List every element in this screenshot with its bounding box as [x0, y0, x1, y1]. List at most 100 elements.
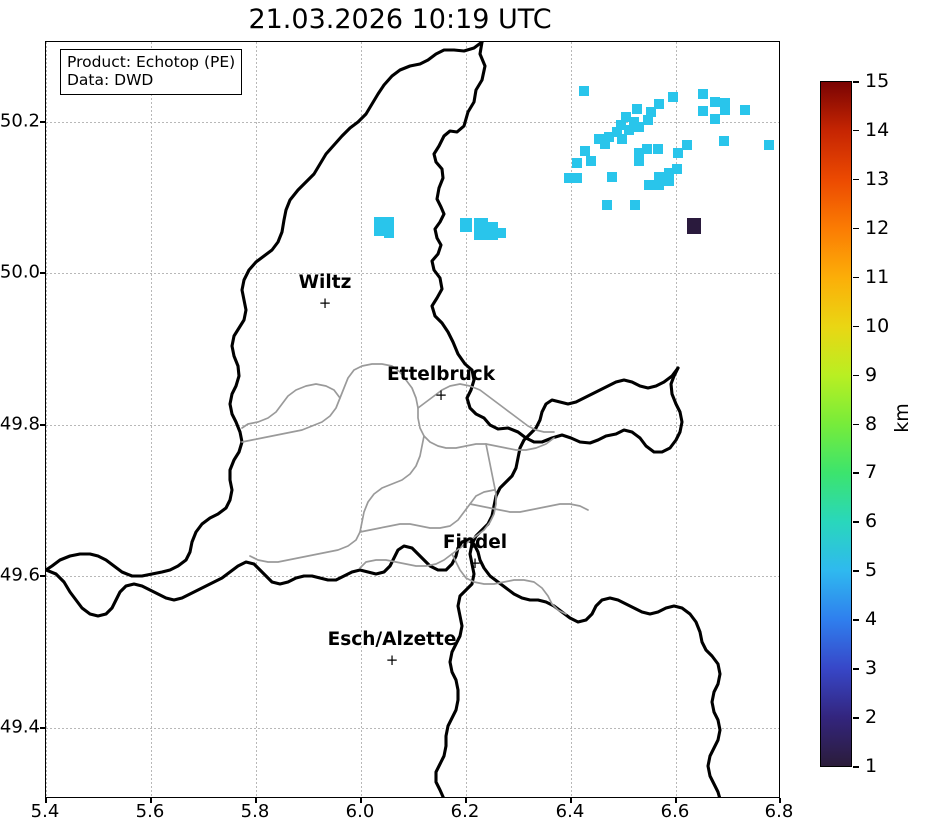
- colorbar-tick-mark: [853, 668, 859, 670]
- radar-echo-cell: [720, 98, 730, 108]
- radar-echo-cell: [572, 158, 582, 168]
- y-tick-label: 49.8: [0, 413, 40, 435]
- colorbar-tick-mark: [853, 374, 859, 377]
- colorbar-tick-mark: [853, 521, 859, 523]
- radar-echo-cell: [719, 136, 729, 146]
- colorbar-tick-mark: [853, 766, 859, 768]
- radar-echo-cell: [604, 132, 614, 142]
- radar-echo-cell: [642, 144, 652, 154]
- colorbar-tick-mark: [853, 276, 859, 279]
- radar-echo-cell: [654, 172, 664, 182]
- gridline-vertical: [571, 42, 572, 797]
- y-tick-mark: [40, 575, 45, 577]
- city-cross-icon: +: [468, 553, 482, 572]
- radar-echo-cell: [474, 218, 488, 230]
- radar-echo-cell: [374, 217, 384, 227]
- colorbar-tick-mark: [853, 325, 859, 328]
- radar-echo-cell: [564, 173, 574, 183]
- colorbar-axis-label: km: [891, 403, 913, 433]
- radar-echo-cell: [664, 176, 674, 186]
- colorbar-tick-label: 6: [865, 510, 878, 533]
- x-tick-label: 6.4: [555, 801, 585, 822]
- gridline-vertical: [361, 42, 362, 797]
- radar-echo-cell: [602, 200, 612, 210]
- city-marker-findel: Findel +: [443, 533, 507, 572]
- radar-echo-cell: [740, 105, 750, 115]
- colorbar-tick-label: 1: [865, 755, 878, 777]
- colorbar-tick-mark: [853, 619, 859, 621]
- colorbar-tick-mark: [853, 178, 859, 181]
- y-tick-label: 49.4: [0, 716, 40, 738]
- y-tick-mark: [40, 727, 45, 729]
- gridline-horizontal: [46, 425, 779, 426]
- radar-echo-cell: [374, 226, 384, 236]
- y-tick-label: 50.2: [0, 110, 40, 132]
- geography-overlay: [46, 42, 722, 797]
- colorbar-tick-mark: [853, 472, 859, 474]
- radar-echo-cell: [653, 144, 663, 154]
- y-tick-mark: [40, 272, 45, 274]
- colorbar-container[interactable]: 15 14 13 12 11 10 9 8 7 6 5 4 3 2 1: [820, 70, 889, 777]
- gridline-vertical: [466, 42, 467, 797]
- radar-echo-cell: [687, 218, 701, 234]
- colorbar-tick-label: 5: [865, 559, 878, 582]
- colorbar-tick-label: 8: [865, 412, 878, 435]
- radar-echo-cell: [594, 134, 604, 144]
- x-tick-mark: [150, 798, 152, 803]
- city-label: Wiltz: [298, 272, 352, 293]
- radar-echo-cell: [654, 99, 664, 109]
- data-source-line: Data: DWD: [67, 71, 154, 90]
- x-tick-label: 6.0: [345, 801, 375, 822]
- radar-echo-cell: [486, 222, 498, 232]
- city-marker-wiltz: Wiltz +: [298, 272, 352, 311]
- radar-echo-cell: [698, 89, 708, 99]
- radar-echo-cell: [621, 112, 631, 122]
- x-tick-label: 6.6: [660, 801, 690, 822]
- colorbar-tick-mark: [853, 81, 859, 83]
- radar-echo-cell: [643, 115, 653, 125]
- radar-echo-cell: [634, 156, 644, 166]
- product-line: Product: Echotop (PE): [67, 53, 236, 71]
- x-tick-label: 5.8: [240, 801, 270, 822]
- radar-echo-cell: [682, 140, 692, 150]
- x-tick-mark: [675, 798, 677, 803]
- radar-echo-cell: [672, 164, 682, 174]
- radar-echo-cell: [460, 218, 472, 232]
- colorbar-tick-mark: [853, 570, 859, 572]
- colorbar-tick-label: 4: [865, 608, 878, 631]
- gridline-horizontal: [46, 576, 779, 577]
- x-tick-mark: [465, 798, 467, 803]
- radar-echo-cell: [710, 97, 720, 107]
- canton-boundaries-path: [241, 363, 589, 615]
- radar-echo-cell: [586, 156, 596, 166]
- radar-echo-cell: [474, 230, 498, 240]
- gridline-horizontal: [46, 728, 779, 729]
- map-plot-area[interactable]: Wiltz + Ettelbruck + Findel + Esch/Alzet…: [45, 41, 780, 798]
- radar-echo-cell: [612, 127, 622, 137]
- x-tick-mark: [570, 798, 572, 803]
- radar-echo-cell: [673, 148, 683, 158]
- x-tick-label: 6.8: [764, 801, 794, 822]
- radar-echo-cell: [624, 125, 634, 135]
- y-tick-mark: [40, 424, 45, 426]
- colorbar-gradient: [820, 81, 852, 767]
- radar-echo-cell: [698, 106, 708, 116]
- y-tick-label: 49.6: [0, 564, 40, 586]
- gridline-vertical: [256, 42, 257, 797]
- legend-info-box: Product: Echotop (PE) Data: DWD: [60, 49, 243, 95]
- city-cross-icon: +: [434, 385, 448, 404]
- colorbar-tick-label: 10: [865, 314, 890, 337]
- colorbar-tick-mark: [853, 227, 859, 230]
- gridline-vertical: [676, 42, 677, 797]
- radar-echo-cell: [710, 114, 720, 124]
- colorbar-tick-label: 7: [865, 461, 878, 484]
- radar-echo-cell: [632, 104, 642, 114]
- city-cross-icon: +: [385, 650, 399, 669]
- east-border-path: [434, 366, 680, 797]
- x-tick-mark: [779, 798, 781, 803]
- colorbar-tick-label: 11: [865, 265, 890, 288]
- colorbar-tick-label: 14: [865, 118, 890, 141]
- city-label: Esch/Alzette: [327, 629, 457, 650]
- gridline-horizontal: [46, 122, 779, 123]
- radar-echo-cell: [668, 92, 678, 102]
